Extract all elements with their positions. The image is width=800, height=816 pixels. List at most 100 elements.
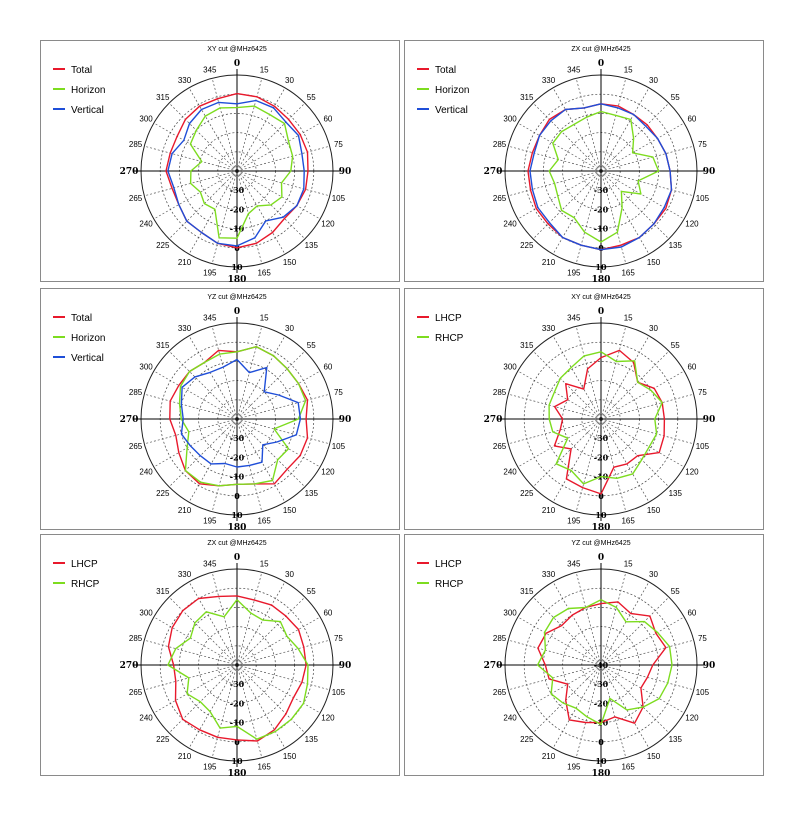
angle-tick-label: 30 xyxy=(285,76,294,85)
angle-tick-label: 330 xyxy=(178,76,192,85)
angle-tick-label: 105 xyxy=(696,194,710,203)
radial-tick-label: -20 xyxy=(230,698,245,708)
grid-spoke xyxy=(508,664,602,691)
grid-spoke xyxy=(600,393,694,420)
angle-tick-label: 0 xyxy=(598,307,604,317)
angle-tick-label: 345 xyxy=(203,560,217,569)
legend-label: Vertical xyxy=(71,353,104,364)
grid-spoke xyxy=(517,616,602,666)
grid-spoke xyxy=(188,170,238,255)
grid-spoke xyxy=(236,102,306,172)
chart-panel-1: XY cut @MHz6425 0 15 30 55 60 75 90 105 120 135 150… xyxy=(40,40,400,283)
grid-spoke xyxy=(600,572,627,666)
angle-tick-label: 0 xyxy=(234,307,240,317)
chart-title: XY cut @MHz6425 xyxy=(207,46,267,53)
grid-spoke xyxy=(236,335,286,420)
angle-tick-label: 0 xyxy=(234,553,240,563)
angle-tick-label: 345 xyxy=(567,314,581,323)
angle-tick-label: 165 xyxy=(621,268,635,277)
angle-tick-label: 15 xyxy=(260,314,269,323)
series-line-rhcp xyxy=(548,351,663,485)
grid-spoke xyxy=(144,639,238,666)
grid-spoke xyxy=(600,350,670,420)
angle-tick-label: 330 xyxy=(542,570,556,579)
grid-spoke xyxy=(600,418,650,503)
grid-spoke xyxy=(236,170,263,264)
angle-tick-label: 270 xyxy=(484,661,503,671)
grid-spoke xyxy=(575,326,602,420)
angle-tick-label: 30 xyxy=(649,570,658,579)
grid-spoke xyxy=(600,639,694,666)
angle-tick-label: 225 xyxy=(156,241,170,250)
grid-spoke xyxy=(517,370,602,420)
grid-spoke xyxy=(600,326,627,420)
radial-tick-label: 0 xyxy=(234,491,240,501)
angle-tick-label: 180 xyxy=(228,523,247,531)
polar-chart: XY cut @MHz6425 0 15 30 55 60 75 90 105 120 135 150… xyxy=(417,294,715,531)
angle-tick-label: 225 xyxy=(520,241,534,250)
angle-tick-label: 30 xyxy=(285,570,294,579)
series-line-rhcp xyxy=(167,599,309,740)
legend-label: LHCP xyxy=(435,313,462,324)
angle-tick-label: 15 xyxy=(624,66,633,75)
polar-chart: YZ cut @MHz6425 0 15 30 55 60 75 90 105 120 135 150… xyxy=(53,294,351,531)
chart-title: YZ cut @MHz6425 xyxy=(207,294,266,301)
angle-tick-label: 105 xyxy=(332,194,346,203)
angle-tick-label: 180 xyxy=(228,769,247,777)
radial-tick-label: -20 xyxy=(594,698,609,708)
angle-tick-label: 270 xyxy=(484,167,503,177)
series-line-vertical xyxy=(180,358,302,468)
grid-spoke xyxy=(600,78,627,172)
angle-tick-label: 330 xyxy=(542,76,556,85)
angle-tick-label: 90 xyxy=(703,167,716,177)
angle-tick-label: 15 xyxy=(260,66,269,75)
angle-tick-label: 60 xyxy=(323,363,332,372)
grid-spoke xyxy=(168,664,238,734)
grid-spoke xyxy=(575,572,602,666)
grid-spoke xyxy=(211,170,238,264)
angle-tick-label: 330 xyxy=(178,570,192,579)
grid-spoke xyxy=(600,370,685,420)
angle-tick-label: 135 xyxy=(669,489,683,498)
grid-spoke xyxy=(600,335,650,420)
angle-tick-label: 60 xyxy=(323,609,332,618)
radial-tick-label: -10 xyxy=(594,224,609,234)
grid-spoke xyxy=(600,170,694,197)
angle-tick-label: 345 xyxy=(203,314,217,323)
grid-spoke xyxy=(600,87,650,172)
angle-tick-label: 120 xyxy=(321,714,335,723)
angle-tick-label: 150 xyxy=(647,258,661,267)
grid-spoke xyxy=(552,170,602,255)
polar-grid xyxy=(133,317,341,521)
grid-spoke xyxy=(532,102,602,172)
angle-tick-label: 90 xyxy=(339,661,352,671)
angle-tick-label: 75 xyxy=(334,634,343,643)
angle-tick-label: 90 xyxy=(339,167,352,177)
series-line-horizon xyxy=(178,346,307,487)
chart-panel-4: XY cut @MHz6425 0 15 30 55 60 75 90 105 120 135 150… xyxy=(404,288,764,531)
angle-tick-label: 270 xyxy=(120,661,139,671)
grid-spoke xyxy=(517,418,602,468)
angle-tick-label: 60 xyxy=(687,115,696,124)
grid-spoke xyxy=(211,78,238,172)
grid-spoke xyxy=(532,350,602,420)
radial-tick-label: 0 xyxy=(234,737,240,747)
polar-grid xyxy=(497,317,705,521)
grid-spoke xyxy=(508,639,602,666)
grid-spoke xyxy=(600,102,670,172)
angle-tick-label: 285 xyxy=(129,388,143,397)
grid-spoke xyxy=(532,596,602,666)
angle-tick-label: 0 xyxy=(234,59,240,69)
angle-tick-label: 55 xyxy=(671,341,680,350)
angle-tick-label: 135 xyxy=(305,489,319,498)
angle-tick-label: 330 xyxy=(542,324,556,333)
angle-tick-label: 195 xyxy=(203,516,217,525)
grid-spoke xyxy=(552,418,602,503)
legend-label: RHCP xyxy=(435,579,464,590)
grid-spoke xyxy=(600,170,670,240)
grid-spoke xyxy=(144,664,238,691)
grid-spoke xyxy=(236,145,330,172)
series-line-total xyxy=(165,92,309,249)
angle-tick-label: 225 xyxy=(156,735,170,744)
angle-tick-label: 150 xyxy=(647,506,661,515)
